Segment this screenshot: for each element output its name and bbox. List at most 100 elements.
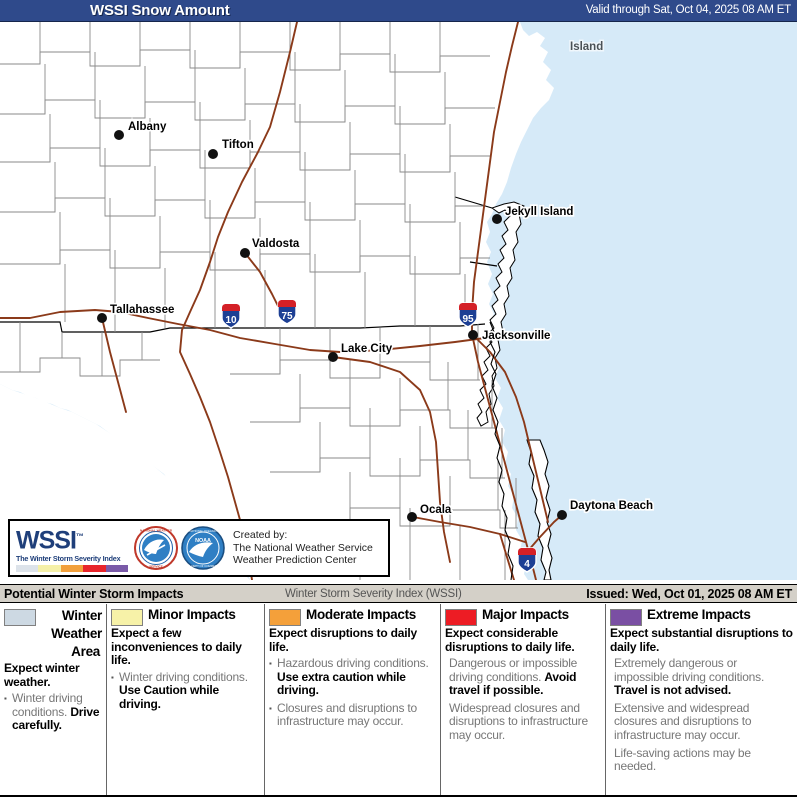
city-label-daytona-beach: Daytona Beach — [570, 500, 653, 512]
agency-logos: NATIONAL WEATHER SERVICE NOAA NATIONAL O… — [134, 526, 225, 570]
interstate-shield-4: 4 — [517, 547, 537, 573]
status-issued-label: Issued: Wed, Oct 01, 2025 08 AM ET — [586, 587, 792, 601]
legend-title-moderate-impacts: Moderate Impacts — [306, 607, 416, 622]
created-by-text: Created by: The National Weather Service… — [233, 529, 373, 567]
city-dot-tallahassee — [97, 313, 107, 323]
legend-column-extreme-impacts[interactable]: Extreme Impacts Expect substantial disru… — [606, 604, 797, 795]
city-label-lake-city: Lake City — [341, 343, 393, 355]
legend-bullets-extreme-impacts: Extremely dangerous or impossible drivin… — [610, 656, 793, 774]
county-boundaries — [0, 22, 518, 580]
landmass-polygon — [0, 22, 554, 580]
legend-swatch-minor-impacts — [111, 609, 143, 626]
interstate-shield-10: 10 — [221, 303, 241, 329]
interstate-highways — [0, 22, 563, 580]
legend-bullets-major-impacts: Dangerous or impossible driving conditio… — [445, 656, 601, 743]
city-dot-valdosta — [240, 248, 250, 258]
bullet-gray-text: Extensive and widespread closures and di… — [614, 700, 752, 742]
bullet-bold-text: Avoid travel if possible. — [449, 669, 577, 698]
title-bar: WSSI Snow Amount Valid through Sat, Oct … — [0, 0, 797, 22]
impacts-legend: Winter Weather Area Expect winter weathe… — [0, 604, 797, 797]
bullet-gray-text: Winter driving conditions. — [119, 669, 248, 684]
color-bar-extreme — [105, 564, 129, 572]
noaa-seal: NOAA NATIONAL OCEANIC U.S. DEPT OF COMME… — [181, 526, 225, 570]
legend-column-winter-weather-area[interactable]: Winter Weather Area Expect winter weathe… — [0, 604, 107, 795]
status-center-label: Winter Storm Severity Index (WSSI) — [285, 588, 462, 600]
legend-header: Moderate Impacts — [269, 607, 436, 626]
svg-text:95: 95 — [462, 314, 474, 325]
bullet-bold-text: Use extra caution while driving. — [277, 669, 406, 698]
bullet-bold-text: Drive carefully. — [12, 704, 100, 733]
bullet-gray-text: Closures and disruptions to infrastructu… — [277, 700, 418, 729]
city-label-tallahassee: Tallahassee — [110, 304, 174, 316]
legend-intro-winter-weather-area: Expect winter weather. — [4, 661, 80, 689]
city-label-albany: Albany — [128, 121, 167, 133]
legend-swatch-winter-weather-area — [4, 609, 36, 626]
svg-text:4: 4 — [524, 559, 530, 570]
bullet-gray-text: Hazardous driving conditions. — [277, 656, 429, 670]
svg-text:75: 75 — [281, 311, 293, 322]
wssi-trademark-mark: ™ — [75, 532, 84, 542]
city-dot-tifton — [208, 149, 218, 159]
legend-title-minor-impacts: Minor Impacts — [148, 607, 236, 622]
legend-header: Major Impacts — [445, 607, 601, 626]
city-dot-lake-city — [328, 352, 338, 362]
bullet-gray-text: Life-saving actions may be needed. — [614, 745, 751, 774]
legend-intro-minor-impacts: Expect a few inconveniences to daily lif… — [111, 626, 242, 667]
wssi-logo: WSSI™ The Winter Storm Severity Index — [16, 524, 131, 572]
legend-intro-moderate-impacts: Expect disruptions to daily life. — [269, 626, 417, 654]
legend-bullet: Closures and disruptions to infrastructu… — [269, 700, 436, 729]
city-dot-jekyll-island — [492, 214, 502, 224]
legend-bullet: Winter driving conditions. Drive careful… — [4, 691, 102, 733]
city-label-jekyll-island: Jekyll Island — [505, 206, 573, 218]
legend-intro-major-impacts: Expect considerable disruptions to daily… — [445, 626, 575, 654]
legend-bullets-moderate-impacts: Hazardous driving conditions. Use extra … — [269, 656, 436, 729]
bullet-bold-text: Travel is not advised. — [614, 683, 731, 698]
legend-swatch-major-impacts — [445, 609, 477, 626]
valid-through-label: Valid through Sat, Oct 04, 2025 08 AM ET — [585, 4, 792, 16]
legend-column-moderate-impacts[interactable]: Moderate Impacts Expect disruptions to d… — [265, 604, 441, 795]
city-dot-ocala — [407, 512, 417, 522]
city-label-tifton: Tifton — [222, 139, 254, 151]
bullet-gray-text: Dangerous or impossible driving conditio… — [449, 656, 578, 684]
legend-intro-extreme-impacts: Expect substantial disruptions to daily … — [610, 626, 793, 654]
legend-bullet: Hazardous driving conditions. Use extra … — [269, 656, 436, 698]
legend-column-minor-impacts[interactable]: Minor Impacts Expect a few inconvenience… — [107, 604, 265, 795]
status-bar: Potential Winter Storm Impacts Winter St… — [0, 584, 797, 603]
city-dot-jacksonville — [468, 330, 478, 340]
svg-text:NATIONAL WEATHER: NATIONAL WEATHER — [140, 529, 173, 533]
page-title: WSSI Snow Amount — [90, 2, 230, 19]
status-left-label: Potential Winter Storm Impacts — [4, 587, 184, 601]
color-bar-minor — [38, 564, 61, 572]
city-label-jacksonville: Jacksonville — [482, 330, 550, 342]
city-markers — [97, 130, 567, 522]
svg-text:10: 10 — [225, 315, 237, 326]
svg-text:NATIONAL OCEANIC: NATIONAL OCEANIC — [189, 529, 216, 533]
legend-swatch-moderate-impacts — [269, 609, 301, 626]
svg-text:SERVICE: SERVICE — [149, 564, 163, 568]
bullet-gray-text: Winter driving conditions. — [12, 691, 83, 719]
barrier-islands — [526, 439, 553, 580]
legend-header: Winter Weather Area — [4, 607, 102, 661]
map-graphic[interactable]: Albany Tifton Jekyll Island Valdosta Tal… — [0, 22, 797, 580]
legend-bullet: Winter driving conditions. Use Caution w… — [111, 669, 260, 712]
created-by-line-2: The National Weather Service — [233, 541, 373, 554]
legend-bullet: Life-saving actions may be needed. — [610, 745, 793, 774]
interstate-shields: 10 75 95 4 — [221, 299, 537, 573]
legend-column-major-impacts[interactable]: Major Impacts Expect considerable disrup… — [441, 604, 606, 795]
legend-bullets-winter-weather-area: Winter driving conditions. Drive careful… — [4, 691, 102, 733]
legend-bullet: Widespread closures and disruptions to i… — [445, 701, 601, 743]
bullet-bold-text: Use Caution while driving. — [119, 683, 219, 711]
color-bar-winter-weather — [16, 564, 39, 572]
svg-text:U.S. DEPT OF COMMERCE: U.S. DEPT OF COMMERCE — [185, 564, 221, 568]
bullet-gray-text: Extremely dangerous or impossible drivin… — [614, 656, 765, 684]
map-canvas[interactable]: Albany Tifton Jekyll Island Valdosta Tal… — [0, 22, 797, 580]
legend-title-extreme-impacts: Extreme Impacts — [647, 607, 751, 622]
legend-swatch-extreme-impacts — [610, 609, 642, 626]
created-by-line-1: Created by: — [233, 529, 288, 542]
legend-bullets-minor-impacts: Winter driving conditions. Use Caution w… — [111, 669, 260, 712]
legend-bullet: Extensive and widespread closures and di… — [610, 700, 793, 743]
interstate-shield-95: 95 — [458, 302, 478, 328]
legend-header: Extreme Impacts — [610, 607, 793, 626]
svg-text:NOAA: NOAA — [195, 538, 211, 544]
legend-bullet: Dangerous or impossible driving conditio… — [445, 656, 601, 698]
